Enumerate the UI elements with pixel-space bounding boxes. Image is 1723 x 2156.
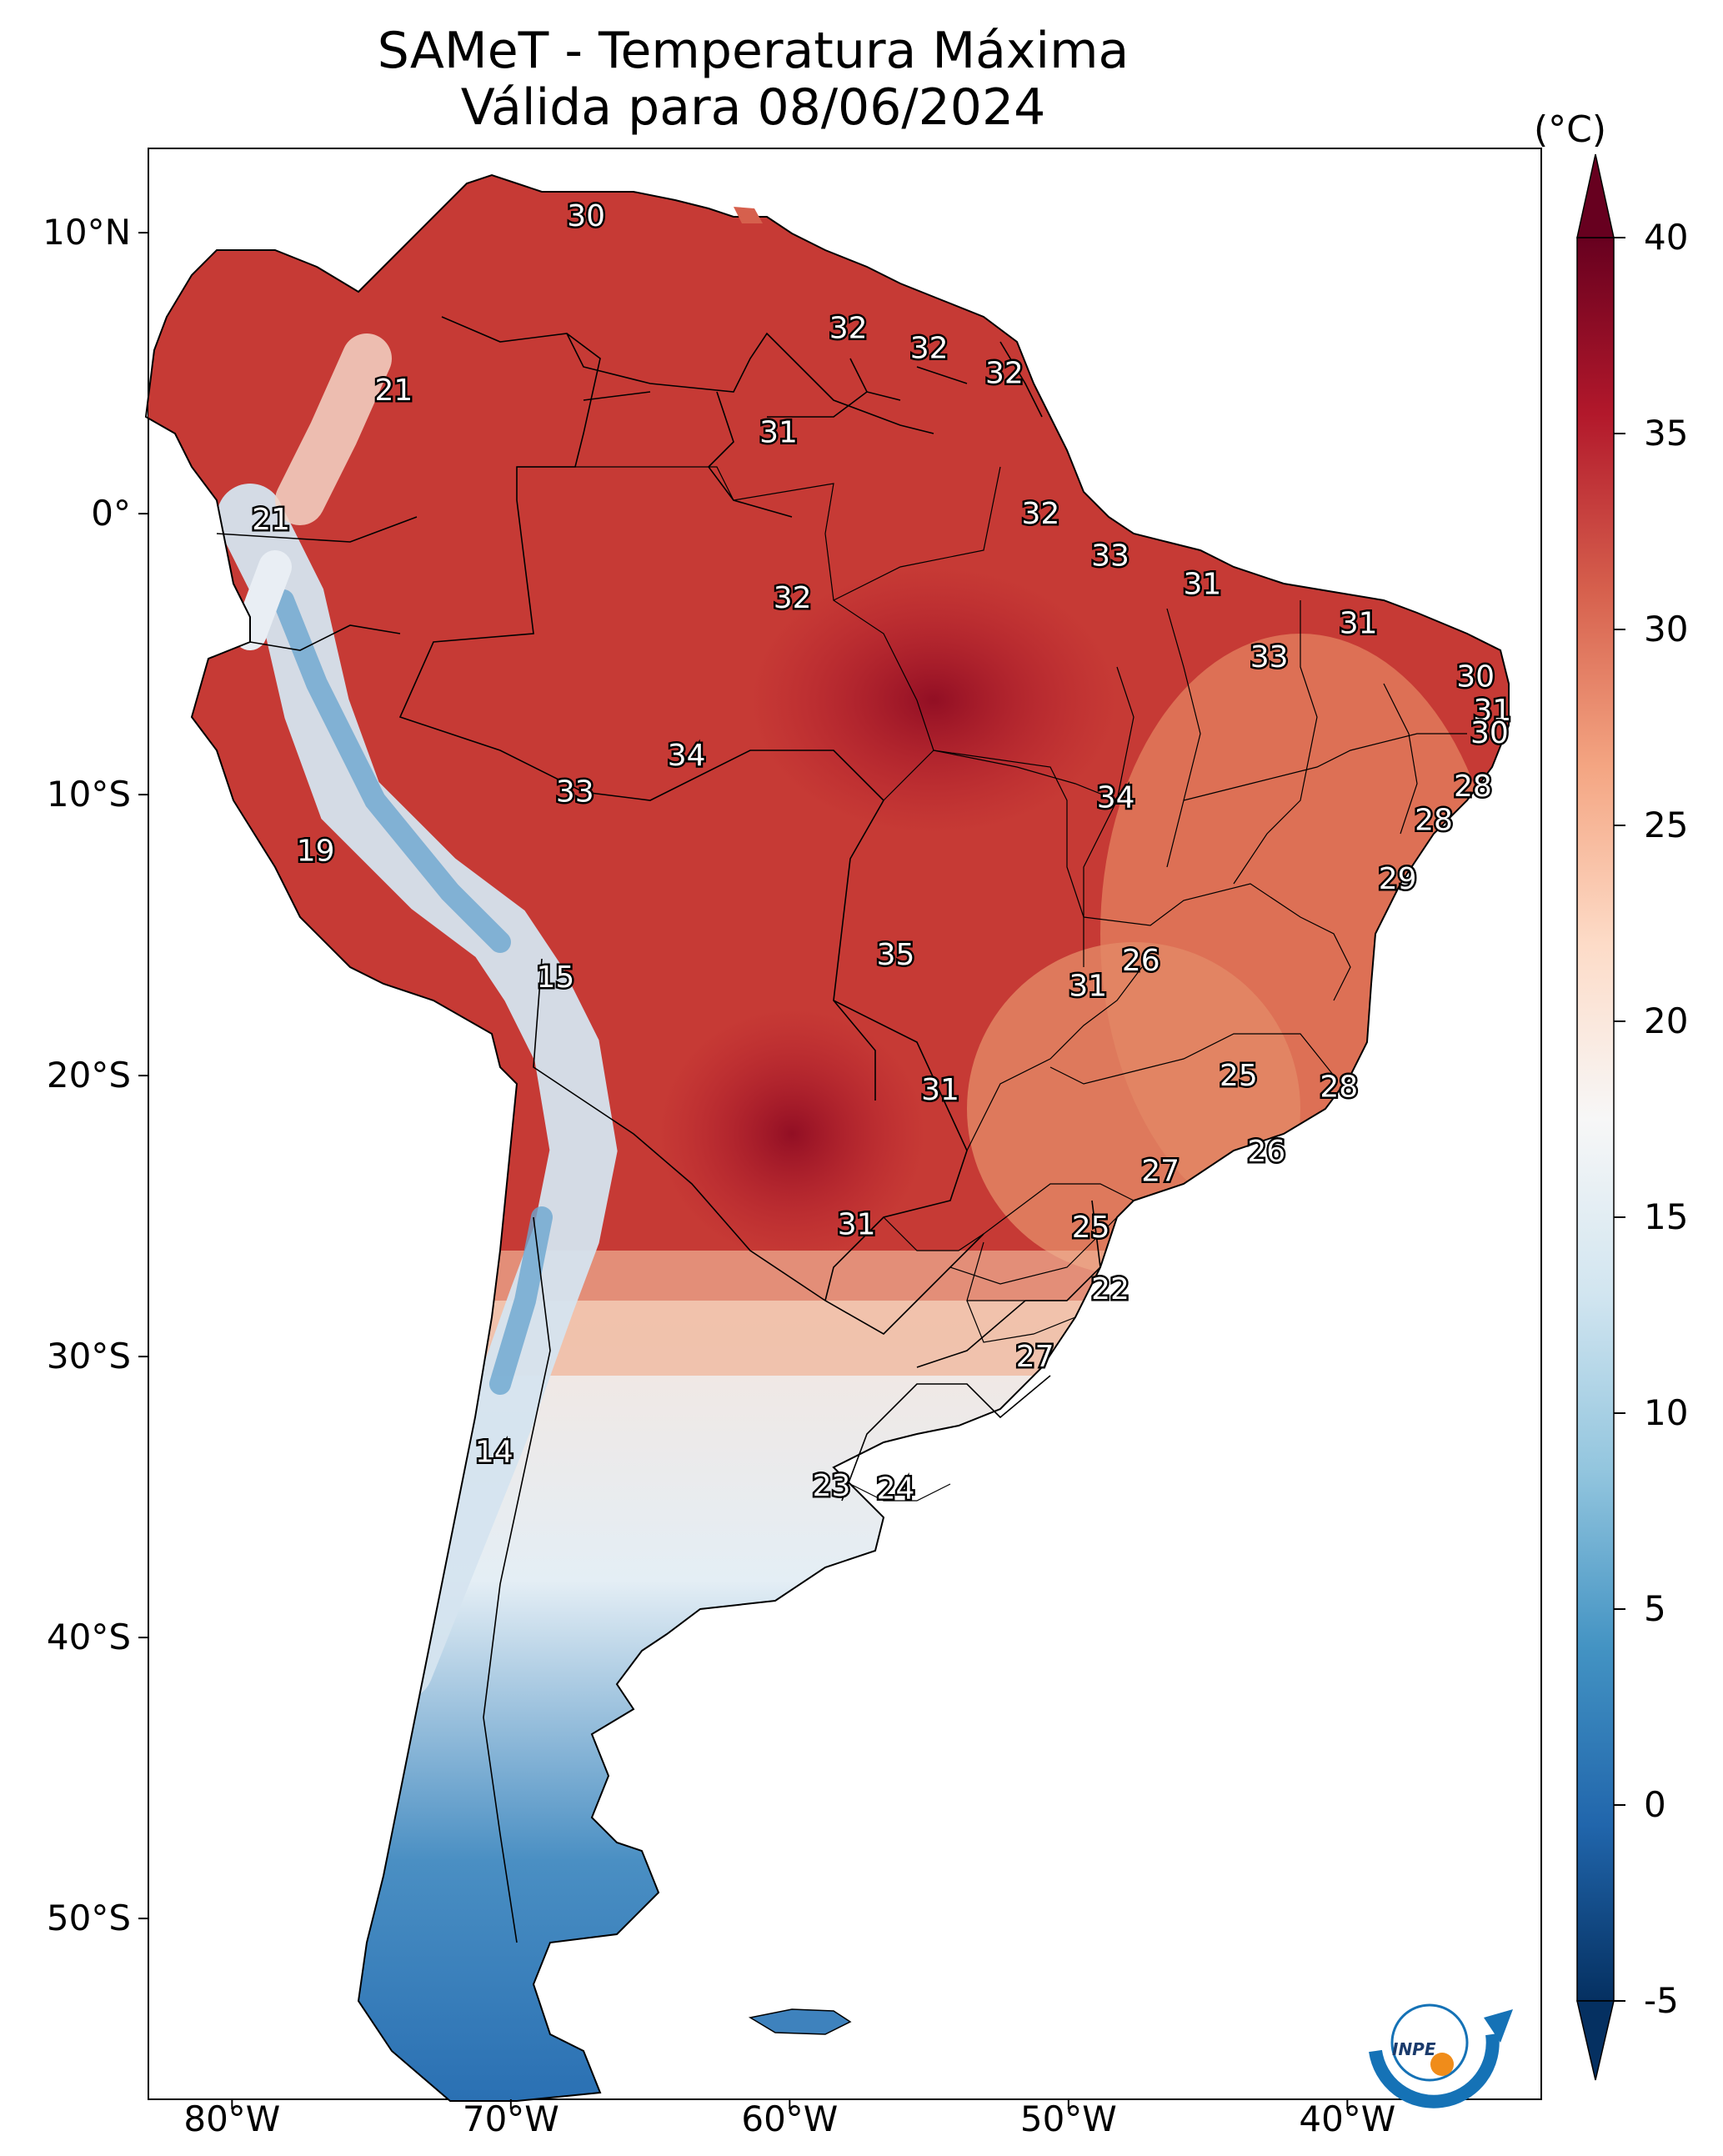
temperature-label: 31 [1473,694,1511,728]
colorbar-tick-label: 10 [1644,1392,1689,1433]
x-tick-label: 70°W [462,2098,559,2139]
y-tick-label: 30°S [46,1336,131,1377]
colorbar-body [1576,237,1615,2002]
map-subtitle: Válida para 08/06/2024 [460,78,1046,137]
x-tick-label: 40°W [1299,2098,1396,2139]
temperature-label: 32 [774,581,812,615]
temperature-label: 30 [1456,660,1495,694]
temperature-label: 32 [985,357,1024,391]
temperature-label: 34 [668,739,706,773]
y-tick-label: 50°S [46,1898,131,1939]
temperature-label: 27 [1141,1155,1180,1189]
colorbar-tick-label: 25 [1644,805,1689,845]
colorbar-bottom-arrow [1576,2000,1615,2081]
temperature-label: 30 [567,199,605,233]
temperature-label: 29 [1379,862,1417,896]
temperature-label: 31 [1340,607,1378,641]
temperature-label: 31 [759,415,798,449]
temperature-label: 33 [1091,539,1129,574]
temperature-label: 27 [1016,1340,1054,1374]
temperature-label: 32 [1021,497,1059,531]
temperature-label: 34 [1097,781,1135,815]
state-borders [517,466,1467,1502]
temperature-label: 15 [536,960,574,995]
country-borders [216,316,1101,1943]
temperature-label: 28 [1320,1070,1358,1105]
colorbar-tick-label: 35 [1644,413,1689,454]
colorbar-tick-label: 30 [1644,609,1689,649]
colorbar-tick-label: -5 [1644,1980,1679,2021]
temperature-label: 31 [1069,969,1107,1003]
temperature-label: 28 [1454,770,1492,804]
temperature-label: 31 [921,1073,959,1107]
x-tick-label: 80°W [183,2098,281,2139]
colorbar-top-arrow [1576,153,1615,238]
y-tick-label: 0° [91,493,131,534]
map-title: SAMeT - Temperatura Máxima [377,22,1129,80]
temperature-label: 32 [829,312,868,346]
y-tick-label: 10°N [43,212,131,253]
caribbean-islands [734,207,763,223]
temperature-label: 32 [910,331,949,365]
temperature-label: 33 [1250,640,1289,674]
x-tick-label: 50°W [1019,2098,1117,2139]
temperature-label: 26 [1122,944,1160,978]
temperature-label: 28 [1415,803,1453,837]
colorbar-tick-label: 40 [1644,217,1689,258]
temperature-label: 35 [877,938,915,972]
colorbar-tick-label: 15 [1644,1196,1689,1237]
temperature-label: 25 [1072,1211,1110,1245]
temperature-label: 23 [813,1469,851,1503]
temperature-label: 14 [475,1436,513,1470]
temperature-label: 31 [1183,567,1221,601]
colorbar-tick-label: 5 [1644,1588,1666,1629]
temperature-label: 24 [877,1472,915,1507]
temperature-label: 19 [297,835,335,869]
colorbar [1576,153,1625,2081]
temperature-label: 21 [374,374,413,408]
temperature-label: 26 [1247,1135,1285,1169]
temperature-label: 21 [252,503,290,537]
temperature-label: 33 [556,775,594,810]
colorbar-tick-label: 20 [1644,1000,1689,1041]
temperature-label: 31 [838,1208,876,1242]
colorbar-unit-label: (°C) [1534,108,1607,151]
temperature-label: 22 [1091,1272,1129,1306]
y-tick-label: 10°S [46,774,131,815]
logo-text: INPE [1392,2039,1436,2059]
y-tick-label: 20°S [46,1055,131,1096]
temperature-label: 25 [1220,1059,1258,1093]
y-tick-label: 40°S [46,1617,131,1658]
temperature-label: 30 [1470,716,1509,750]
inpe-logo: INPE [1359,1984,1525,2118]
colorbar-tick-label: 0 [1644,1784,1666,1825]
x-tick-label: 60°W [741,2098,839,2139]
falkland-islands [748,2008,852,2035]
